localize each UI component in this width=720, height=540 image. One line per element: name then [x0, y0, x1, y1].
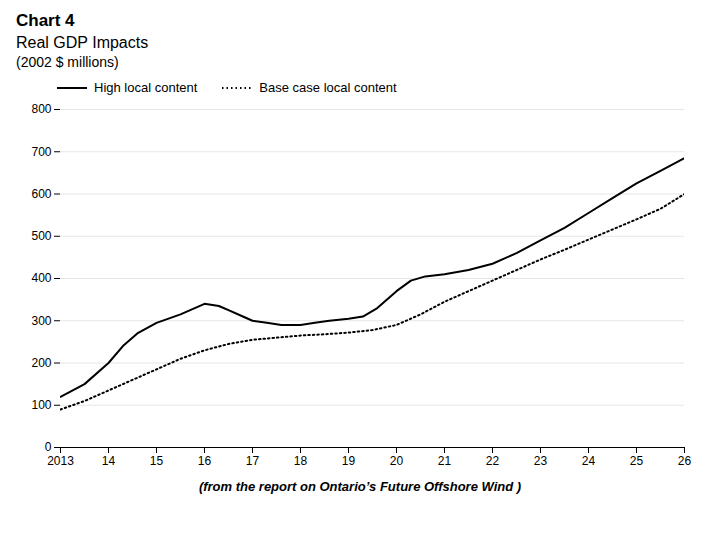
- svg-text:0: 0: [45, 440, 52, 454]
- svg-text:15: 15: [150, 454, 164, 468]
- svg-text:21: 21: [438, 454, 452, 468]
- svg-text:16: 16: [198, 454, 212, 468]
- svg-text:500: 500: [31, 229, 51, 243]
- html-text:Chart 4: Chart 4: [16, 11, 75, 30]
- svg-text:20: 20: [390, 454, 404, 468]
- svg-text:300: 300: [31, 314, 51, 328]
- svg-text:26: 26: [678, 454, 692, 468]
- svg-text:18: 18: [294, 454, 308, 468]
- svg-text:17: 17: [246, 454, 260, 468]
- svg-text:25: 25: [630, 454, 644, 468]
- svg-text:19: 19: [342, 454, 356, 468]
- svg-text:23: 23: [534, 454, 548, 468]
- svg-text:100: 100: [31, 398, 51, 412]
- svg-text:400: 400: [31, 271, 51, 285]
- html-text:(2002 $ millions): (2002 $ millions): [16, 54, 119, 70]
- html-text:Base case local content: Base case local content: [259, 80, 397, 95]
- svg-text:14: 14: [102, 454, 116, 468]
- html-text:High local content: High local content: [94, 80, 198, 95]
- html-text:(from the report on Ontario’s: (from the report on Ontario’s Future Off…: [198, 479, 522, 494]
- svg-text:2013: 2013: [47, 454, 74, 468]
- svg-text:22: 22: [486, 454, 500, 468]
- svg-text:700: 700: [31, 145, 51, 159]
- svg-text:24: 24: [582, 454, 596, 468]
- svg-text:800: 800: [31, 102, 51, 116]
- svg-text:200: 200: [31, 356, 51, 370]
- html-text:Real GDP Impacts: Real GDP Impacts: [16, 34, 149, 51]
- svg-text:600: 600: [31, 187, 51, 201]
